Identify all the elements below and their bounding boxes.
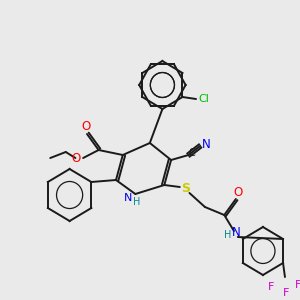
Text: C: C: [188, 148, 195, 158]
Text: F: F: [283, 288, 289, 298]
Text: H: H: [133, 197, 140, 207]
Text: S: S: [181, 182, 190, 196]
Text: H: H: [224, 230, 232, 240]
Text: N: N: [123, 193, 132, 203]
Text: O: O: [72, 152, 81, 166]
Text: F: F: [295, 280, 300, 290]
Text: F: F: [268, 282, 274, 292]
Text: Cl: Cl: [198, 94, 209, 104]
Text: O: O: [81, 119, 91, 133]
Text: O: O: [233, 185, 242, 199]
Text: N: N: [232, 226, 240, 239]
Text: N: N: [202, 139, 210, 152]
